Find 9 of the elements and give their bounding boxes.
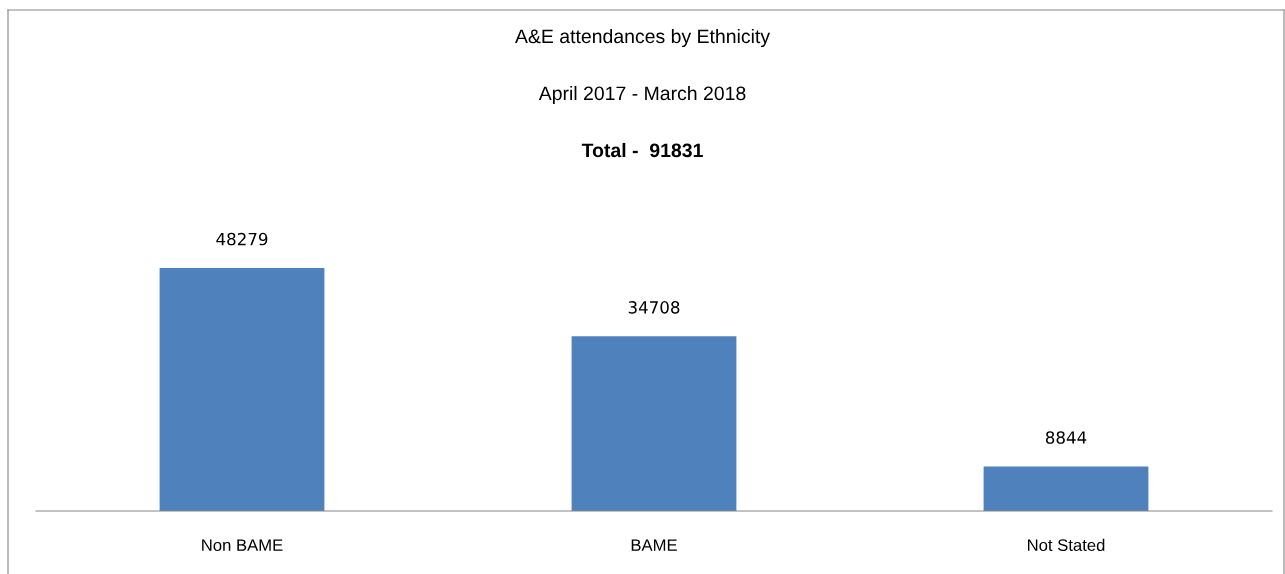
data-label: 34708 bbox=[628, 301, 680, 314]
x-tick-label: BAME bbox=[631, 539, 677, 551]
data-label: 8844 bbox=[1045, 431, 1087, 444]
data-label: 48279 bbox=[216, 232, 268, 246]
x-tick-label: Non BAME bbox=[202, 539, 283, 552]
chart-title: A&E attendances by Ethnicity bbox=[515, 28, 771, 48]
chart-subtitle: April 2017 - March 2018 bbox=[538, 85, 746, 105]
x-tick-label: Not Stated bbox=[1027, 538, 1105, 552]
text: Total - 91831 bbox=[581, 142, 703, 158]
